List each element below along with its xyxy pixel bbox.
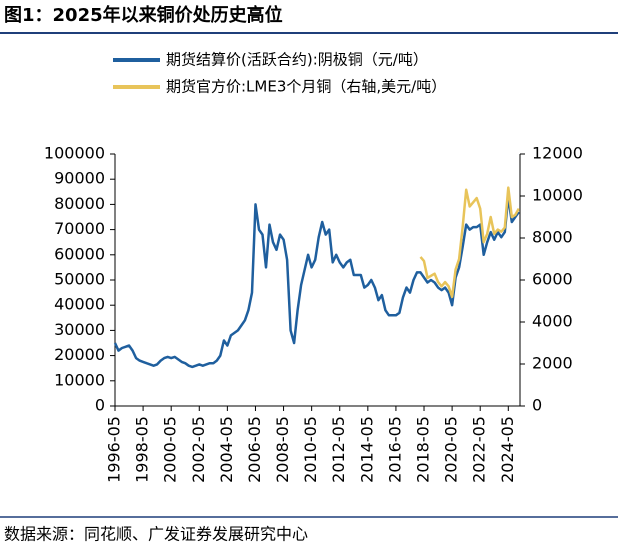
y-tick-label: 30000 [54,320,105,339]
y-tick-label: 0 [95,396,105,415]
x-tick-label: 2010-05 [301,416,320,483]
y2-tick-label: 8000 [532,228,573,247]
y-tick-label: 40000 [54,295,105,314]
x-tick-label: 2002-05 [189,416,208,483]
x-tick-label: 2022-05 [470,416,489,483]
source-note: 数据来源：同花顺、广发证券发展研究中心 [4,525,308,544]
y-tick-label: 80000 [54,194,105,213]
y2-tick-label: 2000 [532,354,573,373]
x-tick-label: 2000-05 [161,416,180,483]
x-tick-label: 2006-05 [245,416,264,483]
y2-tick-label: 12000 [532,144,583,163]
y2-tick-label: 4000 [532,312,573,331]
y-tick-label: 100000 [44,144,105,163]
legend-label: 期货结算价(活跃合约):阴极铜（元/吨） [166,51,428,69]
x-tick-label: 2014-05 [357,416,376,483]
x-tick-label: 2020-05 [442,416,461,483]
y-tick-label: 10000 [54,370,105,389]
x-tick-label: 2008-05 [273,416,292,483]
y2-tick-label: 10000 [532,186,583,205]
legend-label: 期货官方价:LME3个月铜（右轴,美元/吨） [166,78,446,96]
x-tick-label: 2012-05 [329,416,348,483]
y-tick-label: 50000 [54,270,105,289]
series-line [113,195,520,369]
y-tick-label: 20000 [54,345,105,364]
y-tick-label: 60000 [54,244,105,263]
x-tick-label: 2004-05 [217,416,236,483]
x-tick-label: 1998-05 [133,416,152,483]
y-tick-label: 70000 [54,219,105,238]
x-tick-label: 2018-05 [414,416,433,483]
chart-title: 图1：2025年以来铜价处历史高位 [4,4,283,26]
y2-tick-label: 0 [532,396,542,415]
x-tick-label: 1996-05 [105,416,124,483]
y2-tick-label: 6000 [532,270,573,289]
x-tick-label: 2016-05 [385,416,404,483]
y-tick-label: 90000 [54,169,105,188]
x-tick-label: 2024-05 [498,416,517,483]
series-line [419,186,520,299]
